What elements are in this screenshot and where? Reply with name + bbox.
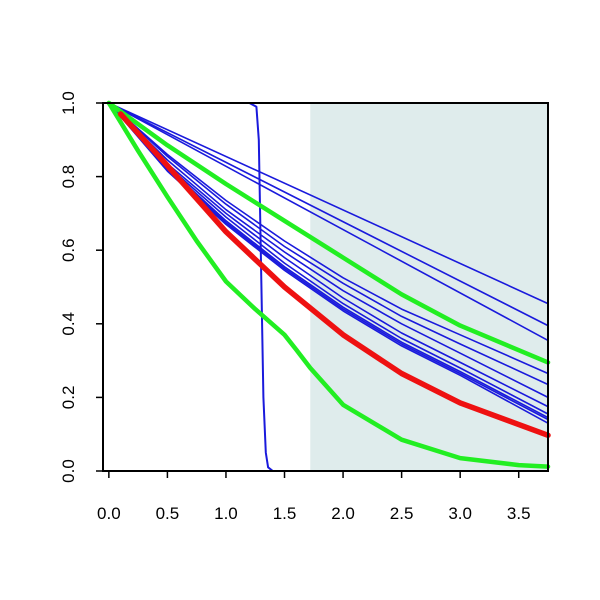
series-line-blue-6 [108,102,549,399]
x-tick-label: 3.5 [507,504,531,523]
series-layer [106,100,551,472]
x-tick-label: 1.5 [273,504,297,523]
series-line-blue-3 [108,102,549,342]
series-line-blue-0 [107,102,549,472]
x-tick-label: 3.0 [448,504,472,523]
x-tick-label: 0.0 [97,504,121,523]
series-line-blue-7 [108,102,549,408]
x-tick-label: 0.5 [156,504,180,523]
x-tick-label: 1.0 [214,504,238,523]
x-tick-label: 2.5 [390,504,414,523]
series-line-red-14 [117,111,551,439]
y-tick-label: 0.0 [59,459,78,483]
series-line-green-13 [106,100,551,469]
y-tick-label: 0.6 [59,238,78,262]
y-tick-label: 0.2 [59,386,78,410]
series-line-blue-5 [108,102,549,386]
y-tick-label: 0.4 [59,312,78,336]
series-line-blue-4 [108,102,549,375]
plot-frame [102,102,549,472]
axes-layer: 0.0 0.5 1.0 1.5 2.0 2.5 3.0 3.5 0.0 0.2 0.4 0.6 0.8 1… [59,91,549,523]
x-tick-label: 2.0 [331,504,355,523]
y-tick-label: 0.8 [59,165,78,189]
series-line-green-12 [106,100,551,365]
series-line-blue-2 [108,102,549,327]
series-line-blue-1 [108,102,549,305]
y-tick-label: 1.0 [59,91,78,115]
